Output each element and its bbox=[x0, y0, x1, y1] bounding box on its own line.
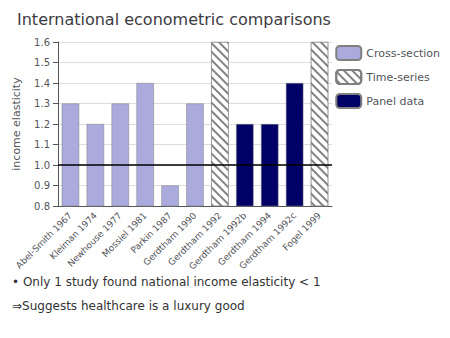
svg-text:1.2: 1.2 bbox=[34, 119, 50, 130]
svg-text:Gerdtham 1990: Gerdtham 1990 bbox=[141, 210, 199, 268]
svg-text:Gerdtham 1992b: Gerdtham 1992b bbox=[187, 210, 249, 272]
svg-text:income elasticity: income elasticity bbox=[10, 77, 23, 171]
svg-text:Kleiman 1974: Kleiman 1974 bbox=[47, 210, 99, 262]
svg-text:Gerdtham 1992c: Gerdtham 1992c bbox=[237, 210, 299, 272]
svg-text:1.1: 1.1 bbox=[34, 139, 50, 150]
svg-text:Fogel 1999: Fogel 1999 bbox=[281, 210, 323, 252]
svg-text:Parkin 1987: Parkin 1987 bbox=[128, 210, 174, 256]
svg-text:International econometric comp: International econometric comparisons bbox=[17, 10, 331, 29]
svg-text:Time-series: Time-series bbox=[365, 71, 430, 84]
svg-text:Gerdtham 1992: Gerdtham 1992 bbox=[166, 210, 224, 268]
svg-text:Cross-section: Cross-section bbox=[366, 47, 440, 60]
svg-text:1.0: 1.0 bbox=[34, 160, 50, 171]
svg-text:1.4: 1.4 bbox=[34, 78, 50, 89]
svg-text:Newhouse 1977: Newhouse 1977 bbox=[65, 210, 124, 269]
svg-text:1.6: 1.6 bbox=[34, 37, 50, 48]
svg-text:0.9: 0.9 bbox=[34, 180, 50, 191]
svg-text:Gerdtham 1994: Gerdtham 1994 bbox=[216, 210, 274, 268]
svg-text:• Only 1 study found national: • Only 1 study found national income ela… bbox=[12, 275, 321, 289]
svg-text:Mossiel 1981: Mossiel 1981 bbox=[100, 210, 149, 260]
svg-text:Abel-Smith 1967: Abel-Smith 1967 bbox=[13, 210, 74, 271]
svg-text:0.8: 0.8 bbox=[34, 201, 50, 212]
svg-text:⇒Suggests healthcare is a luxu: ⇒Suggests healthcare is a luxury good bbox=[12, 299, 245, 313]
svg-text:1.5: 1.5 bbox=[34, 57, 50, 68]
svg-text:Panel data: Panel data bbox=[366, 95, 424, 108]
svg-text:1.3: 1.3 bbox=[34, 98, 50, 109]
